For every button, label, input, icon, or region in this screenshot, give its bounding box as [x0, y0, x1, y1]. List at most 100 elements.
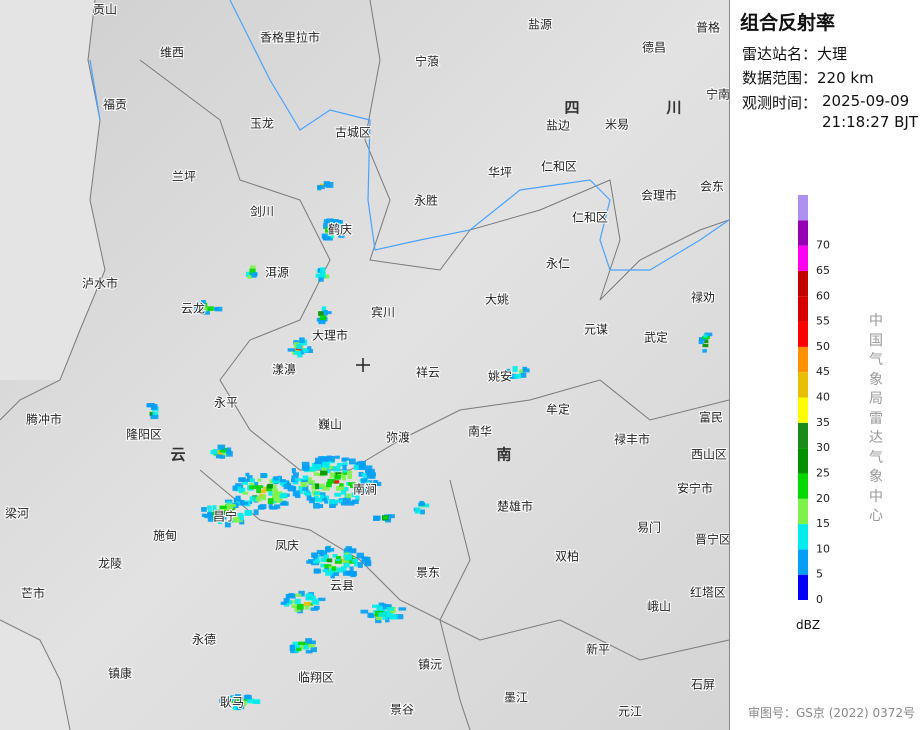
echo-cell	[315, 483, 320, 490]
echo-cell	[219, 506, 227, 510]
echo-cell	[341, 566, 347, 572]
echo-cell	[512, 366, 518, 372]
echo-cell	[375, 617, 382, 624]
echo-cell	[360, 464, 366, 471]
echo-cell	[366, 487, 374, 491]
echo-cell	[331, 219, 339, 223]
echo-cell	[348, 482, 356, 486]
echo-cell	[238, 487, 246, 493]
echo-cell	[269, 505, 278, 510]
echo-cell	[329, 472, 336, 478]
echo-cell	[339, 483, 344, 487]
echo-cell	[294, 478, 302, 482]
echo-cell	[300, 479, 309, 483]
echo-cell	[378, 612, 385, 617]
place-label: 镇康	[108, 666, 132, 681]
place-label: 武定	[644, 330, 668, 345]
place-label: 昌宁	[213, 509, 237, 524]
legend-swatch	[798, 448, 808, 474]
echo-cell	[327, 455, 335, 462]
echo-cell	[323, 558, 330, 562]
echo-cell	[251, 272, 258, 277]
echo-cell	[360, 609, 369, 614]
echo-cell	[224, 521, 231, 528]
echo-cell	[235, 495, 241, 499]
echo-cell	[247, 475, 253, 481]
place-label: 景东	[416, 566, 440, 580]
echo-cell	[355, 495, 360, 501]
echo-cell	[356, 552, 365, 559]
echo-cell	[373, 515, 380, 521]
echo-cell	[214, 307, 219, 311]
echo-cell	[319, 483, 325, 488]
echo-cell	[349, 458, 356, 465]
place-label: 德昌	[642, 40, 666, 55]
echo-cell	[267, 483, 273, 489]
legend-swatch	[798, 473, 808, 499]
echo-cell	[318, 319, 326, 325]
place-label: 宁南	[706, 87, 729, 102]
echo-cell	[321, 306, 327, 313]
echo-cell	[336, 486, 343, 491]
place-label: 临翔区	[298, 671, 334, 685]
echo-cell	[335, 220, 343, 224]
echo-cell	[202, 302, 208, 308]
echo-cell	[226, 447, 232, 452]
echo-cell	[242, 478, 251, 482]
echo-cell	[219, 447, 226, 453]
echo-cell	[241, 481, 249, 485]
legend-label: 65	[816, 264, 830, 277]
echo-cell	[354, 562, 359, 567]
echo-cell	[309, 497, 315, 504]
info-panel: 组合反射率 雷达站名：大理 数据范围：220 km 观测时间： 2025-09-…	[729, 0, 920, 730]
field-value: 2025-09-09	[822, 92, 910, 110]
echo-cell	[236, 705, 245, 710]
echo-cell	[260, 473, 267, 479]
field-label: 数据范围：	[742, 69, 818, 87]
place-label: 龙陵	[98, 557, 122, 571]
echo-cell	[296, 603, 304, 610]
legend-label: 0	[816, 593, 823, 606]
echo-cell	[308, 644, 316, 648]
echo-cell	[335, 557, 341, 561]
echo-cell	[310, 647, 318, 653]
echo-cell	[365, 488, 371, 494]
echo-cell	[312, 552, 317, 559]
source-text: 中国气象局雷达气象中心	[869, 313, 883, 524]
field-label: 观测时间：	[742, 94, 818, 112]
echo-cell	[332, 466, 341, 472]
place-label: 景谷	[390, 703, 414, 717]
echo-cell	[319, 551, 328, 557]
echo-cell	[319, 458, 324, 464]
echo-cell	[323, 223, 329, 229]
radar-echoes	[146, 181, 713, 711]
echo-cell	[698, 338, 704, 345]
echo-cell	[336, 462, 344, 467]
echo-cell	[252, 699, 261, 705]
echo-cell	[320, 563, 328, 568]
place-label: 元谋	[584, 323, 608, 337]
echo-cell	[226, 449, 231, 455]
echo-cell	[382, 614, 388, 620]
place-label: 云龙	[181, 302, 205, 316]
legend-swatch	[798, 220, 808, 246]
place-label: 漾濞	[272, 362, 296, 377]
echo-cell	[369, 471, 375, 476]
echo-cell	[395, 614, 404, 620]
echo-cell	[146, 403, 155, 408]
echo-cell	[335, 222, 343, 228]
legend-swatch	[798, 422, 808, 449]
legend-label: 35	[816, 416, 830, 429]
echo-cell	[358, 472, 364, 477]
echo-cell	[303, 602, 311, 606]
region-label: 四	[564, 99, 579, 117]
echo-cell	[313, 568, 320, 574]
echo-cell	[326, 218, 334, 224]
echo-cell	[363, 482, 371, 489]
echo-cell	[342, 471, 347, 475]
panel-title: 组合反射率	[740, 12, 836, 34]
echo-cell	[318, 597, 326, 602]
echo-cell	[294, 598, 301, 605]
region-label: 云	[170, 446, 185, 464]
echo-cell	[223, 506, 232, 511]
